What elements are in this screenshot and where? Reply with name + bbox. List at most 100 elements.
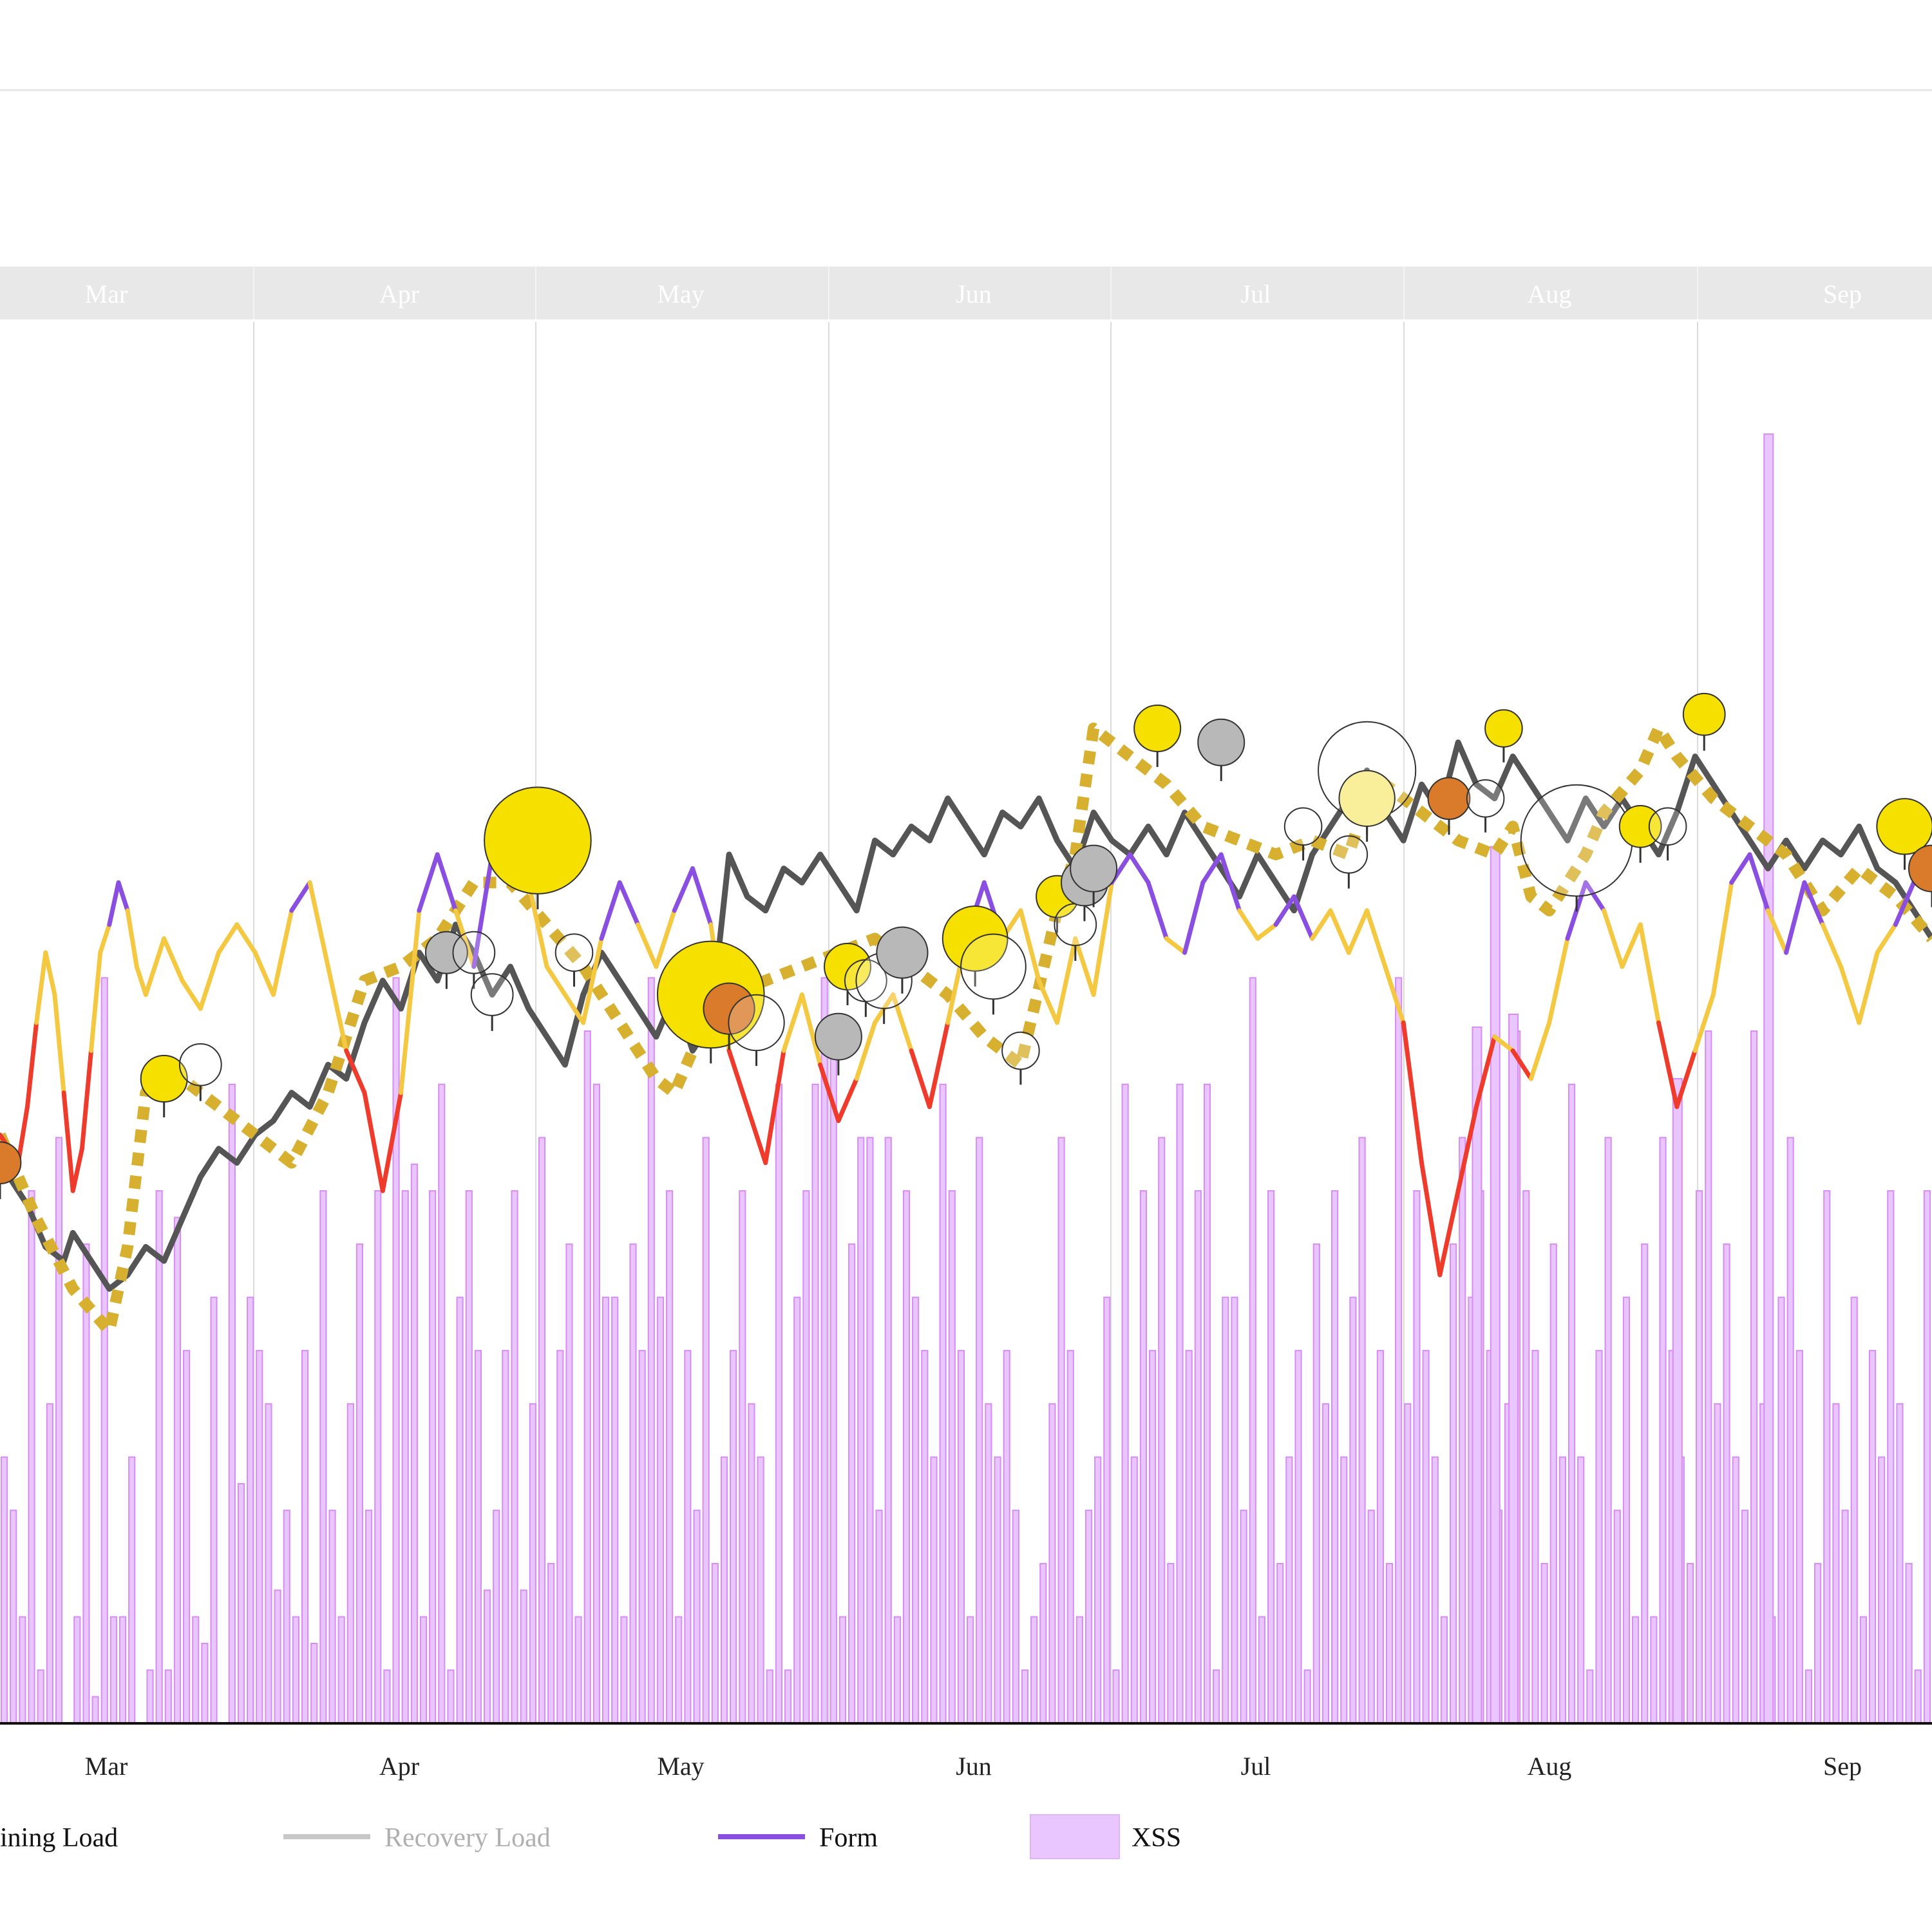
x-tick-label: Mar: [85, 1752, 128, 1781]
xss-bar: [346, 1403, 354, 1725]
xss-bar: [1567, 1083, 1576, 1724]
form-line-segment: [781, 992, 804, 1053]
xss-bar: [1540, 1562, 1548, 1725]
form-line-segment: [162, 936, 185, 983]
xss-bar: [1185, 1350, 1193, 1725]
xss-bar: [1914, 1669, 1922, 1725]
fatigue-line-layer: [0, 723, 1932, 1337]
xss-bar: [46, 1403, 53, 1725]
event-bubble[interactable]: [728, 994, 785, 1052]
xss-bar: [875, 1510, 883, 1725]
event-bubble[interactable]: [554, 933, 594, 972]
xss-bar: [529, 1403, 536, 1725]
form-line-segment: [1729, 852, 1752, 885]
event-bubble[interactable]: [814, 1012, 862, 1061]
form-line-segment: [799, 992, 823, 1067]
xss-bar: [1422, 1350, 1430, 1725]
event-bubble[interactable]: [1054, 903, 1097, 947]
xss-bar: [365, 1510, 373, 1725]
form-line-segment: [107, 880, 121, 927]
xss-bar: [1158, 1137, 1166, 1724]
form-line-segment: [1200, 852, 1224, 885]
form-line-segment: [1474, 1034, 1497, 1110]
event-bubble[interactable]: [876, 926, 929, 979]
range-navigator[interactable]: Mar Apr May Jun Jul Aug Sep: [0, 267, 1932, 319]
form-line-segment: [471, 852, 495, 969]
form-line-segment: [1291, 894, 1315, 941]
form-line-segment: [89, 950, 103, 1053]
xss-bar: [620, 1616, 628, 1725]
xss-bar: [1696, 1190, 1703, 1724]
xss-bar: [228, 1083, 236, 1724]
xss-bar: [1331, 1190, 1339, 1724]
form-line-segment: [1401, 1020, 1424, 1166]
event-bubble[interactable]: [1427, 777, 1471, 820]
form-line-segment: [891, 992, 914, 1053]
form-line-segment: [344, 1048, 367, 1095]
event-bubble[interactable]: [1070, 844, 1118, 893]
event-bubble[interactable]: [1648, 807, 1687, 846]
xss-bar: [265, 1403, 272, 1725]
event-bubble[interactable]: [942, 905, 1009, 972]
form-line-segment: [654, 908, 677, 969]
event-bubble[interactable]: [1329, 835, 1368, 874]
form-line-segment: [1018, 908, 1041, 983]
form-line-segment: [1328, 908, 1351, 955]
xss-bar: [1303, 1669, 1311, 1725]
event-bubble[interactable]: [1283, 807, 1323, 846]
xss-bar: [1723, 1243, 1730, 1724]
xss-bar: [493, 1510, 500, 1725]
xss-bar: [1558, 1456, 1566, 1725]
event-bubble[interactable]: [452, 931, 496, 974]
xss-bar: [766, 1669, 773, 1725]
form-line-segment: [599, 880, 622, 941]
event-bubble[interactable]: [1133, 705, 1182, 753]
event-bubble[interactable]: [424, 931, 468, 974]
form-line-segment: [380, 1090, 404, 1193]
event-bubble[interactable]: [1466, 779, 1505, 818]
xss-bar: [1130, 1456, 1138, 1725]
xss-bar: [647, 977, 655, 1724]
xss-bar: [902, 1190, 911, 1724]
navigator-bar[interactable]: [0, 267, 1932, 319]
event-bubble[interactable]: [178, 1043, 222, 1086]
event-bubbles[interactable]: [0, 692, 1932, 1199]
event-bubble[interactable]: [1618, 804, 1662, 848]
event-bubble[interactable]: [960, 933, 1027, 1000]
xss-bar: [210, 1296, 218, 1724]
xss-bar: [256, 1350, 263, 1725]
form-line-segment: [526, 880, 549, 969]
xss-bar: [611, 1296, 619, 1724]
legend-label[interactable]: Form: [819, 1823, 878, 1853]
form-line-segment: [1055, 936, 1078, 1025]
legend-label[interactable]: ining Load: [0, 1823, 118, 1853]
legend[interactable]: ining Load Recovery Load Form XSS: [0, 1814, 1181, 1859]
event-bubble[interactable]: [703, 982, 755, 1035]
xss-bar: [893, 1616, 901, 1725]
event-bubble[interactable]: [1520, 784, 1633, 897]
xss-bar: [1814, 1562, 1822, 1725]
event-bubble[interactable]: [1001, 1031, 1040, 1070]
event-bubble[interactable]: [484, 786, 592, 895]
xss-bar: [748, 1403, 755, 1725]
event-bubble[interactable]: [1197, 718, 1245, 766]
form-line-segment: [435, 852, 458, 913]
form-line-segment: [1218, 852, 1242, 913]
form-line-segment: [399, 908, 422, 1095]
xss-bar: [838, 1616, 847, 1725]
xss-bar: [784, 1669, 792, 1725]
form-line-segment: [1839, 964, 1862, 1025]
xss-bar: [702, 1137, 710, 1724]
event-bubble[interactable]: [1338, 770, 1396, 828]
legend-label[interactable]: XSS: [1132, 1823, 1181, 1853]
event-bubble[interactable]: [0, 1141, 22, 1184]
xss-bar: [247, 1296, 254, 1724]
event-bubble[interactable]: [1682, 692, 1726, 736]
event-bubble[interactable]: [1484, 709, 1523, 748]
event-bubble[interactable]: [140, 1055, 188, 1103]
form-line-segment: [1419, 1160, 1443, 1278]
event-bubble[interactable]: [470, 973, 514, 1016]
event-bubble[interactable]: [1908, 844, 1932, 893]
legend-label[interactable]: Recovery Load: [384, 1823, 551, 1853]
event-bubble[interactable]: [1876, 798, 1932, 855]
